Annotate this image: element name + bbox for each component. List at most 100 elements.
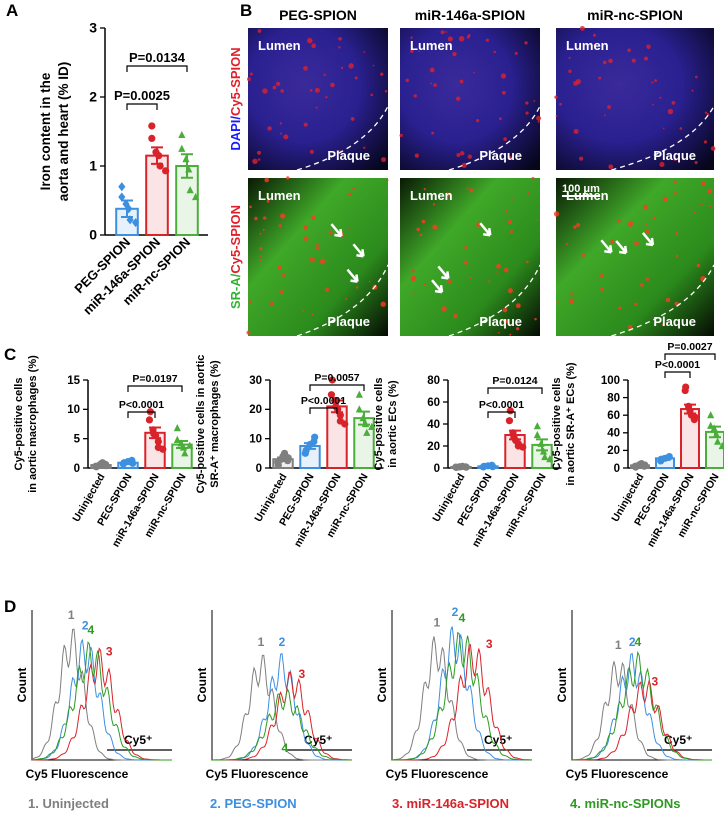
- signal-spot: [330, 82, 335, 88]
- signal-spot: [503, 267, 509, 273]
- signal-spot: [598, 76, 602, 80]
- lumen-label: Lumen: [410, 188, 453, 203]
- signal-spot: [302, 309, 305, 312]
- data-point: [541, 452, 549, 461]
- y-axis-label: SR-A⁺ macrophages (%): [209, 360, 221, 488]
- lumen-label: Lumen: [258, 38, 301, 53]
- data-point: [368, 422, 376, 431]
- data-point: [118, 192, 126, 202]
- signal-spot: [501, 90, 506, 95]
- y-axis-label: Cy5-positive cells in aortic: [195, 355, 207, 494]
- signal-spot: [671, 101, 676, 105]
- histogram-curve: [212, 671, 353, 761]
- signal-spot: [309, 257, 315, 263]
- signal-spot: [569, 298, 575, 304]
- arrow: [615, 240, 628, 255]
- signal-spot: [536, 115, 542, 121]
- signal-spot: [423, 188, 426, 191]
- data-point: [173, 435, 181, 443]
- signal-spot: [608, 58, 613, 64]
- plaque-border: [296, 264, 389, 337]
- signal-spot: [315, 246, 320, 250]
- data-point: [537, 439, 545, 447]
- significance-label: P<0.0001: [655, 359, 700, 371]
- peak-label: 4: [634, 635, 641, 649]
- peak-label: 3: [106, 645, 113, 659]
- column-title: PEG-SPION: [279, 7, 357, 23]
- signal-spot: [277, 265, 282, 270]
- legend-entry: 4. miR-nc-SPIONs: [570, 796, 681, 811]
- signal-spot: [399, 133, 403, 138]
- y-axis-label: Cy5-positive cells: [373, 378, 385, 471]
- signal-spot: [632, 221, 634, 224]
- signal-spot: [476, 119, 480, 123]
- signal-spot: [645, 229, 651, 235]
- signal-spot: [303, 122, 308, 127]
- signal-spot: [679, 127, 683, 130]
- signal-spot: [604, 114, 606, 117]
- signal-spot: [405, 78, 409, 83]
- signal-spot: [461, 162, 467, 168]
- significance-label: P<0.0001: [479, 399, 524, 411]
- gate-label: Cy5⁺: [124, 733, 152, 747]
- arrow: [641, 232, 655, 247]
- y-tick-label: 2: [89, 89, 97, 105]
- signal-spot: [257, 29, 262, 33]
- peak-label: 4: [459, 611, 466, 625]
- signal-spot: [340, 66, 344, 70]
- signal-spot: [432, 224, 438, 230]
- signal-spot: [502, 307, 508, 313]
- data-point: [125, 204, 133, 214]
- data-point: [186, 186, 194, 194]
- data-point: [302, 446, 310, 454]
- signal-spot: [421, 219, 426, 224]
- signal-spot: [692, 211, 696, 214]
- micrograph: Lumen Plaque: [554, 25, 716, 171]
- histogram-y-label: Count: [375, 668, 389, 703]
- signal-spot: [260, 255, 262, 258]
- signal-spot: [510, 198, 514, 201]
- signal-spot: [447, 36, 453, 42]
- histogram-curve: [571, 650, 712, 761]
- signal-spot: [473, 71, 475, 74]
- micrograph: Lumen Plaque: [399, 28, 542, 171]
- signal-spot: [466, 35, 470, 39]
- signal-spot: [311, 43, 317, 49]
- signal-spot: [514, 51, 518, 55]
- signal-spot: [504, 209, 508, 213]
- peak-label: 2: [452, 605, 459, 619]
- histogram-curve: [392, 631, 532, 761]
- signal-spot: [279, 122, 283, 125]
- signal-spot: [356, 286, 359, 289]
- signal-spot: [706, 113, 710, 116]
- signal-spot: [694, 161, 698, 165]
- histogram-x-label: Cy5 Fluorescence: [26, 767, 129, 781]
- data-point: [159, 445, 167, 453]
- signal-spot: [707, 188, 713, 194]
- data-point: [533, 422, 541, 430]
- signal-spot: [262, 228, 265, 231]
- signal-spot: [249, 72, 253, 76]
- signal-spot: [608, 164, 614, 170]
- peak-label: 3: [298, 667, 305, 681]
- signal-spot: [303, 224, 309, 230]
- histogram-curve: [212, 687, 352, 761]
- signal-spot: [259, 247, 263, 251]
- signal-spot: [262, 216, 267, 220]
- row-label-part: DAPI: [228, 120, 243, 151]
- signal-spot: [643, 204, 648, 210]
- data-point: [177, 439, 185, 447]
- signal-spot: [455, 96, 461, 101]
- lumen-label: Lumen: [410, 38, 453, 53]
- signal-spot: [507, 288, 513, 294]
- data-point: [710, 424, 718, 432]
- peak-label: 2: [82, 619, 89, 633]
- signal-spot: [662, 196, 668, 202]
- data-point: [361, 419, 370, 428]
- signal-spot: [579, 156, 584, 161]
- peak-label: 2: [629, 635, 636, 649]
- data-point: [178, 144, 186, 152]
- peak-label: 4: [87, 623, 94, 637]
- data-point: [179, 443, 188, 451]
- signal-spot: [634, 302, 638, 306]
